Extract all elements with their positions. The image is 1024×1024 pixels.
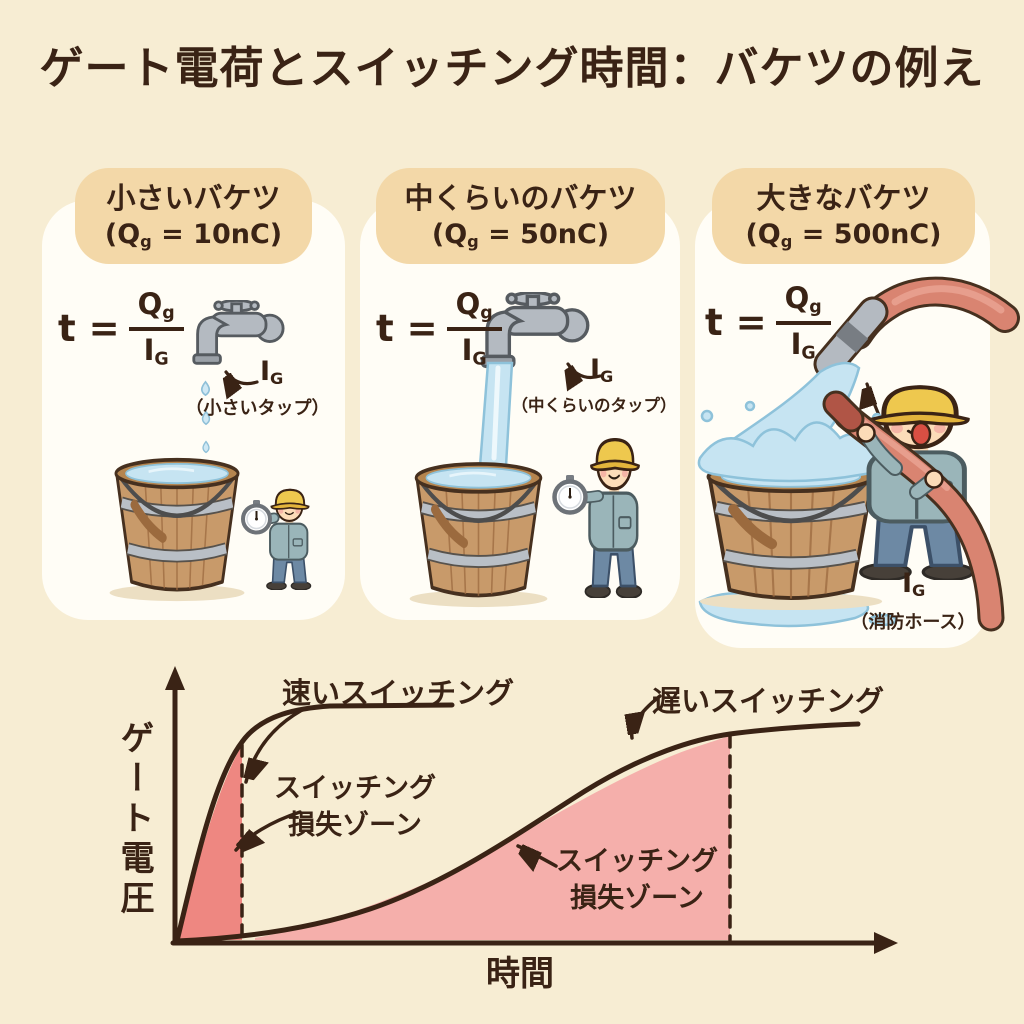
gate-current-label: IG [260,356,284,389]
small-bucket-illustration [42,300,312,620]
stopwatch-icon [552,475,604,515]
panel-card: t = Qg IG IG （中くらいのタップ） [360,200,680,620]
bucket-icon [110,460,245,601]
worker-icon [265,488,312,590]
x-axis-arrowhead [874,932,898,954]
formula-t-equals-qg-over-ig: t = Qg IG [705,282,831,364]
bucket-icon [700,462,882,610]
water-drop-icon [202,440,210,454]
bucket-icon [410,464,548,607]
pointer-arrow [226,370,259,384]
faucet-icon [192,300,285,365]
bucket-size-label: 中くらいのバケツ [404,180,637,215]
panel-large-bucket: t = Qg IG IG （消防ホース） 大きなバケツ (Qg = 500nC) [695,168,1020,648]
loss-zone1-arrow [234,810,302,850]
panel-card: t = Qg IG IG （消防ホース） [695,200,1020,648]
open-mouth [910,421,932,447]
worker-icon [583,437,643,598]
gate-charge-value: (Qg = 10nC) [104,219,283,252]
loss-zone2-arrow [518,846,558,866]
small-tap-note: （小さいタップ） [185,398,330,419]
slow-switching-curve [174,721,861,944]
fraction: Qg IG [128,288,184,370]
gate-charge-value: (Qg = 500nC) [745,219,942,252]
bucket-size-label: 小さいバケツ [106,180,281,215]
switching-loss-zone-label: スイッチング 損失ゾーン [274,773,436,841]
page-title: ゲート電荷とスイッチング時間：バケツの例え [39,43,985,94]
gate-current-label: IG [902,568,926,601]
large-bucket-illustration [695,276,1020,632]
pointer-arrow [568,362,602,378]
fast-switching-label: 速いスイッチング [282,676,515,710]
x-axis-label: 時間 [486,954,554,994]
fast-label-arrow [246,708,304,784]
formula-t-equals-qg-over-ig: t = Qg IG [376,288,502,370]
formula-lhs: t [58,307,76,351]
panel-badge: 大きなバケツ (Qg = 500nC) [712,168,975,264]
fire-hose-icon [813,276,1020,380]
y-axis-arrowhead [165,666,185,690]
panel-badge: 小さいバケツ (Qg = 10nC) [75,168,312,264]
fire-hose-note: （消防ホース） [850,612,976,633]
fraction: Qg IG [446,288,502,370]
worker-arms [856,423,944,500]
slow-label-arrow [632,694,662,740]
panel-badge: 中くらいのバケツ (Qg = 50nC) [376,168,665,264]
stopwatch-icon [241,500,280,535]
slow-switching-label: 遅いスイッチング [652,684,885,718]
gate-current-label: IG [590,354,614,387]
panel-small-bucket: t = Qg IG IG （小さいタップ） 小さいバケツ (Qg = 10nC) [42,168,345,648]
formula-t-equals-qg-over-ig: t = Qg IG [58,288,184,370]
switching-loss-zone-label: スイッチング 損失ゾーン [556,846,718,914]
panel-card: t = Qg IG IG （小さいタップ） [42,200,345,620]
fraction: Qg IG [775,282,831,364]
slow-switching-loss-zone [255,736,730,940]
medium-bucket-illustration [360,292,643,620]
medium-tap-note: （中くらいのタップ） [511,396,677,415]
panel-medium-bucket: t = Qg IG IG （中くらいのタップ） 中くらいのバケツ (Qg = 5… [360,168,680,648]
y-axis-label: ゲート電圧 [114,720,154,920]
bucket-size-label: 大きなバケツ [756,180,931,215]
fast-switching-loss-zone [178,745,242,940]
gate-voltage-chart: 速いスイッチング 遅いスイッチング スイッチング 損失ゾーン スイッチング 損失… [0,648,1024,1024]
chart-canvas [165,666,898,954]
gate-charge-value: (Qg = 50nC) [431,219,610,252]
